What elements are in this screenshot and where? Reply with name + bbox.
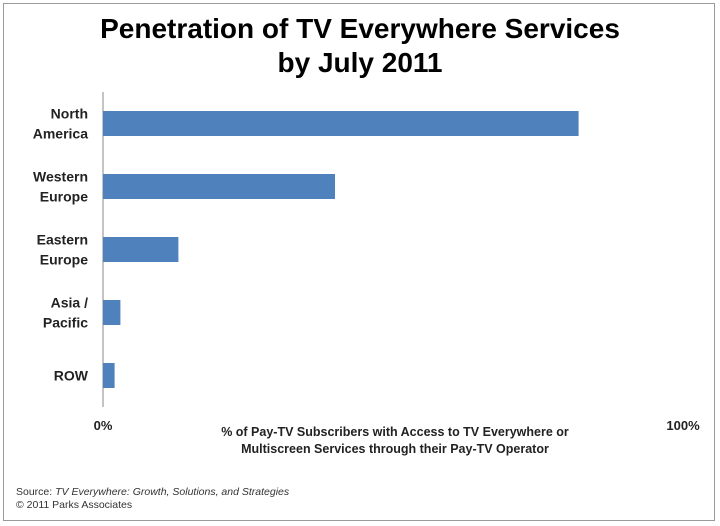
bar-0 <box>103 111 579 136</box>
category-label-1-0: Western <box>33 169 88 185</box>
copyright-line: © 2011 Parks Associates <box>16 499 133 511</box>
x-tick-label-1: 100% <box>666 418 700 433</box>
category-label-2-0: Eastern <box>37 232 88 248</box>
chart-title: Penetration of TV Everywhere Services by… <box>0 12 720 80</box>
category-label-4-0: ROW <box>54 368 89 384</box>
x-axis-label: % of Pay-TV Subscribers with Access to T… <box>160 424 630 458</box>
x-tick-label-0: 0% <box>94 418 113 433</box>
bar-3 <box>103 300 121 325</box>
x-axis-label-line-2: Multiscreen Services through their Pay-T… <box>241 442 549 456</box>
bar-1 <box>103 174 335 199</box>
source-note: Source: TV Everywhere: Growth, Solutions… <box>16 486 289 512</box>
source-line: Source: TV Everywhere: Growth, Solutions… <box>16 486 289 499</box>
category-label-2-1: Europe <box>40 252 88 268</box>
category-label-0-0: North <box>51 106 88 122</box>
chart-title-line-1: Penetration of TV Everywhere Services <box>100 13 620 44</box>
bar-4 <box>103 363 115 388</box>
category-label-1-1: Europe <box>40 189 88 205</box>
x-axis-label-line-1: % of Pay-TV Subscribers with Access to T… <box>221 425 569 439</box>
source-prefix: Source: <box>16 486 56 498</box>
source-title: TV Everywhere: Growth, Solutions, and St… <box>55 486 290 498</box>
category-label-3-0: Asia / <box>51 295 88 311</box>
chart-title-line-2: by July 2011 <box>277 47 443 78</box>
bar-2 <box>103 237 179 262</box>
category-label-3-1: Pacific <box>43 315 88 331</box>
category-label-0-1: America <box>33 126 88 142</box>
